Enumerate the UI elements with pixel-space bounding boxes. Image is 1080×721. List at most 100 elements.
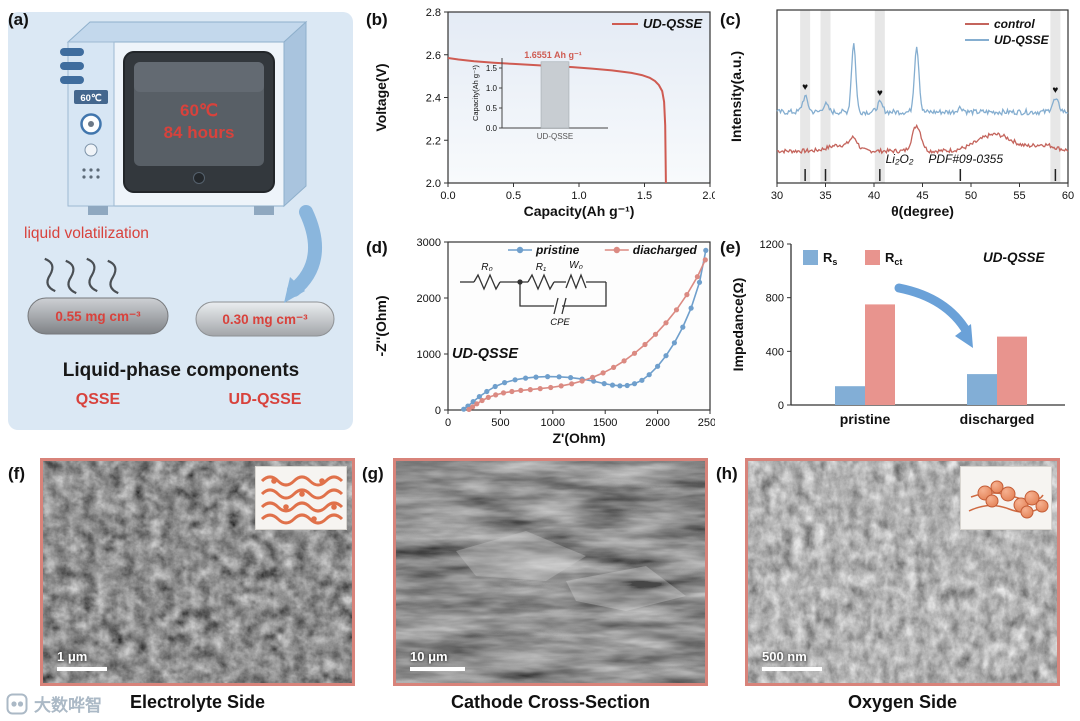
svg-text:UD-QSSE: UD-QSSE xyxy=(643,16,703,31)
watermark-logo-icon xyxy=(6,693,28,714)
panel-c-label: (c) xyxy=(720,10,741,29)
qsse-name-label: QSSE xyxy=(76,391,121,408)
svg-text:diacharged: diacharged xyxy=(633,243,698,257)
svg-text:0: 0 xyxy=(435,405,441,417)
panel-h-label: (h) xyxy=(716,464,738,483)
ud-qsse-name-label: UD-QSSE xyxy=(229,391,302,408)
svg-text:60: 60 xyxy=(1062,190,1074,202)
svg-text:UD-QSSE: UD-QSSE xyxy=(537,132,573,141)
svg-text:Z'(Ohm): Z'(Ohm) xyxy=(552,430,605,446)
sem-caption-oxygen-side: Oxygen Side xyxy=(847,692,958,712)
electrolyte-structure-inset xyxy=(255,466,347,530)
svg-text:55: 55 xyxy=(1013,190,1025,202)
svg-text:1500: 1500 xyxy=(593,417,617,429)
svg-text:50: 50 xyxy=(965,190,977,202)
svg-text:Rct: Rct xyxy=(885,250,902,267)
svg-text:3000: 3000 xyxy=(417,237,441,249)
sample-ud-qsse-density: 0.30 mg cm⁻³ xyxy=(222,312,308,327)
svg-text:Impedance(Ω): Impedance(Ω) xyxy=(730,278,746,372)
svg-text:CPE: CPE xyxy=(550,317,570,328)
svg-text:0.5: 0.5 xyxy=(506,190,521,202)
svg-text:pristine: pristine xyxy=(840,411,891,427)
svg-text:1.0: 1.0 xyxy=(486,84,498,93)
svg-text:0: 0 xyxy=(778,400,784,412)
scale-bar-g: 10 μm xyxy=(410,649,465,671)
panel-e-label: (e) xyxy=(720,238,741,257)
panel-f-label: (f) xyxy=(8,464,25,483)
chart-discharge-curve: 0.0 0.5 1.0 1.5 2.0 2.0 2.2 2.4 2.6 2.8 Capacity(A… xyxy=(373,7,715,219)
svg-text:W₀: W₀ xyxy=(569,260,583,271)
svg-text:0: 0 xyxy=(445,417,451,429)
oven-vent-tab xyxy=(60,76,84,84)
scale-bar-h: 500 nm xyxy=(762,649,822,671)
svg-text:40: 40 xyxy=(868,190,880,202)
panel-g-label: (g) xyxy=(362,464,384,483)
svg-text:UD-QSSE: UD-QSSE xyxy=(994,33,1050,47)
oven: 60℃ 60℃ 84 hours xyxy=(60,20,308,215)
sem-image-cathode-cross-section: 10 μm xyxy=(393,458,708,686)
oven-vent-tab xyxy=(60,48,84,56)
svg-text:0.5: 0.5 xyxy=(486,104,498,113)
svg-text:0.0: 0.0 xyxy=(440,190,455,202)
panel-d-label: (d) xyxy=(366,238,388,257)
svg-text:Capacity(Ah g⁻¹): Capacity(Ah g⁻¹) xyxy=(524,203,635,219)
fiber-network-icon xyxy=(260,475,344,525)
svg-text:1.5: 1.5 xyxy=(486,64,498,73)
svg-text:Voltage(V): Voltage(V) xyxy=(373,63,389,131)
svg-text:Intensity(a.u.): Intensity(a.u.) xyxy=(728,51,744,142)
svg-text:-Z''(Ohm): -Z''(Ohm) xyxy=(373,295,389,356)
oven-door-temp: 60℃ xyxy=(180,101,218,120)
svg-text:2.8: 2.8 xyxy=(426,7,441,19)
svg-text:2.2: 2.2 xyxy=(426,135,441,147)
watermark-text: 大数哗智 xyxy=(34,696,102,715)
svg-text:♥: ♥ xyxy=(877,88,883,99)
watermark: 大数哗智 xyxy=(6,691,102,716)
oven-vent-tab xyxy=(60,62,84,70)
oven-door-duration: 84 hours xyxy=(164,123,235,142)
svg-text:0.0: 0.0 xyxy=(486,124,498,133)
svg-text:800: 800 xyxy=(766,293,784,305)
sample-qsse: 0.55 mg cm⁻³ xyxy=(27,297,169,335)
sample-qsse-density: 0.55 mg cm⁻³ xyxy=(55,309,141,324)
sem-texture-g xyxy=(396,461,705,683)
svg-text:pristine: pristine xyxy=(535,243,580,257)
svg-text:500: 500 xyxy=(491,417,509,429)
oven-button-dots xyxy=(82,168,100,179)
svg-text:2000: 2000 xyxy=(417,293,441,305)
svg-text:PDF#09-0355: PDF#09-0355 xyxy=(928,152,1003,166)
oven-schematic: 60℃ 60℃ 84 hours liquid volatilization xyxy=(8,12,353,430)
svg-text:1000: 1000 xyxy=(417,349,441,361)
svg-text:♥: ♥ xyxy=(802,82,808,93)
svg-text:1.5: 1.5 xyxy=(637,190,652,202)
chart-impedance-bars: 0 400 800 1200 Impedance(Ω) pristine discharge… xyxy=(730,239,1065,427)
svg-text:UD-QSSE: UD-QSSE xyxy=(983,250,1046,265)
svg-text:Li₂O₂: Li₂O₂ xyxy=(886,152,914,166)
svg-text:2.4: 2.4 xyxy=(426,93,441,105)
vapor-squiggles-icon xyxy=(44,257,119,295)
sem-caption-cathode-cross-section: Cathode Cross-Section xyxy=(450,692,651,712)
sample-ud-qsse: 0.30 mg cm⁻³ xyxy=(195,301,335,337)
svg-text:2000: 2000 xyxy=(645,417,669,429)
panel-b-label: (b) xyxy=(366,10,388,29)
oven-door-latch-icon xyxy=(193,172,205,184)
svg-text:control: control xyxy=(994,17,1035,31)
oven-temp-label: 60℃ xyxy=(80,93,102,104)
sem-caption-electrolyte-side: Electrolyte Side xyxy=(129,692,266,712)
volatilization-arrow-icon xyxy=(284,205,323,303)
svg-text:1200: 1200 xyxy=(760,239,784,251)
svg-text:1.0: 1.0 xyxy=(571,190,586,202)
discharge-product-inset xyxy=(960,466,1052,530)
svg-text:45: 45 xyxy=(916,190,928,202)
svg-text:R₁: R₁ xyxy=(536,262,546,273)
chart-xrd-patterns: 30 35 40 45 50 55 60 θ(degree) Intensity(a.u.) ♥ ♥… xyxy=(728,9,1074,219)
svg-text:Rs: Rs xyxy=(823,250,837,267)
oven-knob-small-icon xyxy=(84,143,98,157)
svg-text:♥: ♥ xyxy=(1052,85,1058,96)
svg-text:1000: 1000 xyxy=(541,417,565,429)
svg-text:400: 400 xyxy=(766,346,784,358)
svg-text:2.0: 2.0 xyxy=(702,190,715,202)
sem-image-electrolyte-side: 1 μm xyxy=(40,458,355,686)
